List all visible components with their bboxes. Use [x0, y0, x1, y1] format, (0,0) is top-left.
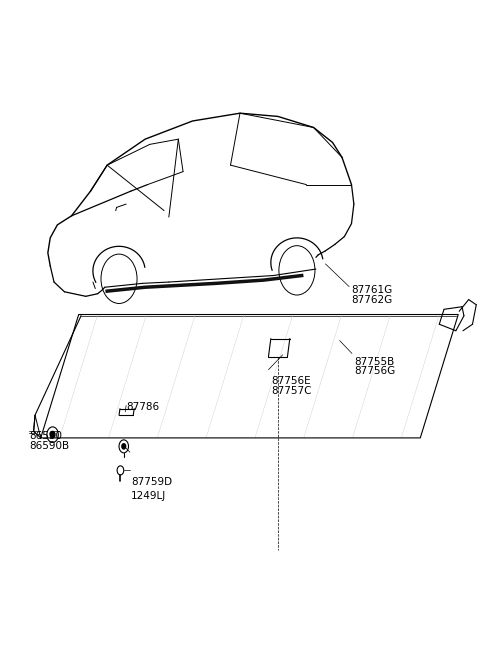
Text: 87756E: 87756E — [271, 376, 311, 386]
Text: 87756G: 87756G — [354, 366, 395, 377]
Text: 87759D: 87759D — [131, 477, 172, 487]
Text: 1249LJ: 1249LJ — [131, 491, 166, 501]
Text: 87762G: 87762G — [351, 295, 393, 305]
Text: 87755B: 87755B — [354, 357, 394, 367]
Circle shape — [122, 443, 126, 449]
Text: 87786: 87786 — [126, 402, 159, 412]
Text: 87757C: 87757C — [271, 386, 312, 396]
Text: 86590B: 86590B — [29, 441, 69, 451]
Text: 87761G: 87761G — [351, 286, 393, 295]
Circle shape — [50, 432, 55, 438]
Text: 86590: 86590 — [29, 432, 62, 441]
